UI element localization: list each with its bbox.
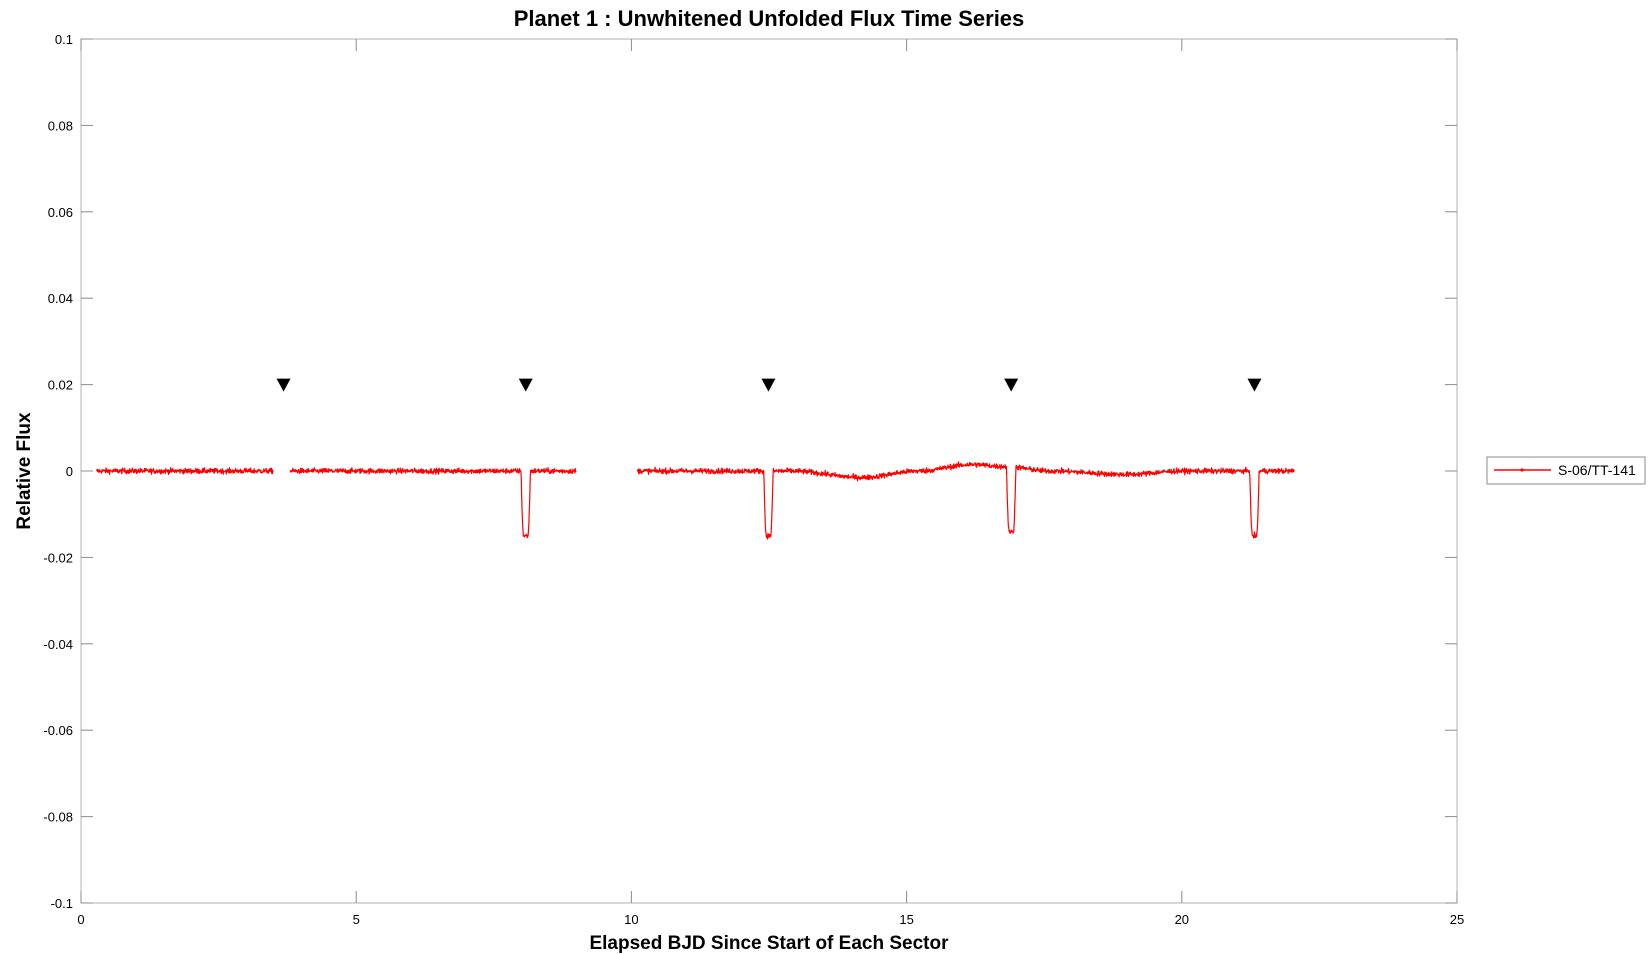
axis-ticks: 0 5 10 15 20 25 -0.1 -0.08 -0.06 -0.04 -0.02 0 0.02 0…	[43, 32, 1464, 927]
x-tick-label: 20	[1175, 912, 1189, 927]
y-tick-label: 0.02	[48, 378, 73, 393]
transit-marker	[518, 378, 533, 392]
transit-markers	[276, 378, 1262, 392]
y-tick-label: -0.06	[43, 723, 73, 738]
x-tick-label: 0	[77, 912, 84, 927]
flux-series-line	[636, 461, 1295, 540]
legend: S-06/TT-141	[1486, 456, 1646, 485]
legend-marker-sample	[1520, 468, 1524, 472]
x-axis-label: Elapsed BJD Since Start of Each Sector	[589, 933, 949, 954]
plot-area	[80, 38, 1458, 904]
x-tick-label: 15	[899, 912, 913, 927]
y-tick-label: -0.08	[43, 810, 73, 825]
x-tick-label: 10	[624, 912, 638, 927]
y-tick-label: -0.02	[43, 550, 73, 565]
y-axis-label: Relative Flux	[14, 412, 35, 530]
flux-series-line	[289, 467, 577, 539]
y-tick-label: 0.08	[48, 118, 73, 133]
y-tick-label: 0.1	[55, 32, 73, 47]
y-tick-label: 0.04	[48, 291, 73, 306]
y-tick-label: -0.1	[51, 896, 73, 911]
y-tick-label: 0	[66, 464, 73, 479]
series-layer	[95, 461, 1295, 540]
transit-marker	[1247, 378, 1262, 392]
flux-series-line	[95, 467, 274, 476]
transit-marker	[1004, 378, 1019, 392]
transit-marker	[276, 378, 291, 392]
transit-marker	[761, 378, 776, 392]
legend-label: S-06/TT-141	[1558, 462, 1636, 478]
chart-title: Planet 1 : Unwhitened Unfolded Flux Time…	[514, 6, 1025, 31]
y-tick-label: -0.04	[43, 637, 73, 652]
x-tick-label: 5	[353, 912, 360, 927]
y-tick-label: 0.06	[48, 205, 73, 220]
x-tick-label: 25	[1450, 912, 1464, 927]
